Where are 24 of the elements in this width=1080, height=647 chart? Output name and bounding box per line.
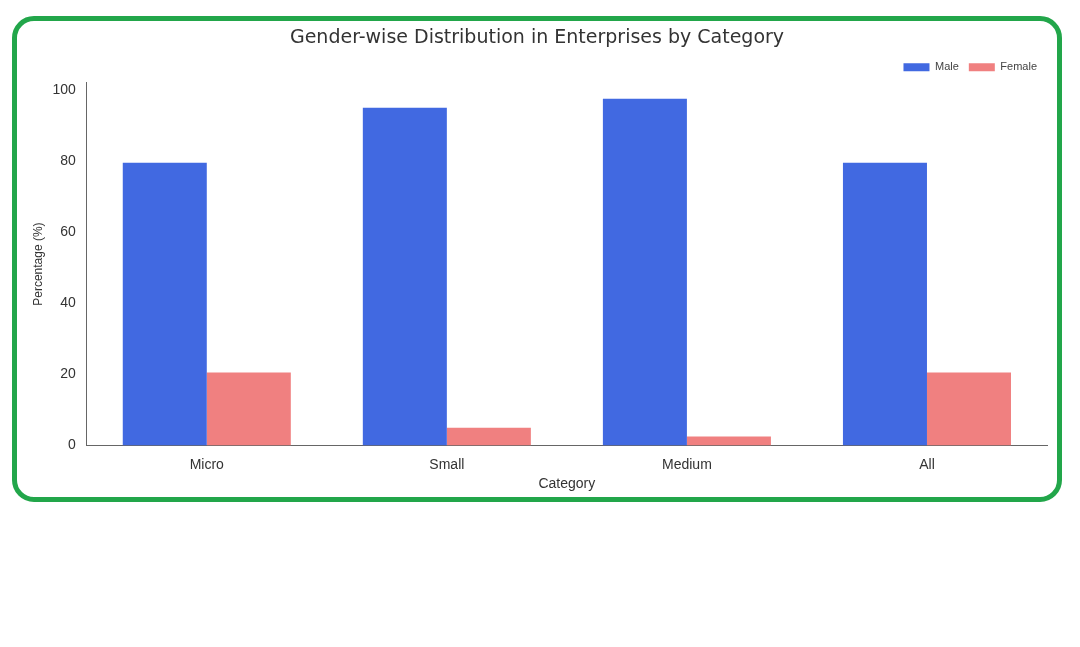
- bar: [926, 372, 1011, 446]
- frame: Category Percentage (%) Male Female Gender-wise Distribution in Enterprises by Category Micro Small Medium All 0 20 40 60 80 100: [12, 16, 1062, 502]
- y-tick-label: 100: [52, 80, 76, 97]
- bar: [686, 436, 771, 446]
- x-tick-label: Medium: [662, 455, 712, 472]
- bar: [122, 162, 207, 446]
- x-tick-label: Small: [429, 455, 465, 472]
- x-tick-label: All: [919, 455, 935, 472]
- bar: [206, 372, 291, 446]
- bar: [602, 98, 687, 446]
- y-tick-label: 0: [67, 436, 76, 453]
- y-tick-label: 80: [60, 151, 76, 168]
- chart-title: Gender-wise Distribution in Enterprises by Category: [289, 25, 785, 48]
- y-tick-label: 40: [60, 294, 76, 311]
- legend-label: Male: [934, 60, 959, 73]
- y-tick-label: 60: [60, 222, 76, 239]
- y-axis-title: Percentage (%): [30, 222, 45, 306]
- x-tick-label: Micro: [189, 455, 225, 472]
- legend-label: Female: [1000, 60, 1038, 73]
- bar: [842, 162, 927, 446]
- y-tick-label: 20: [60, 365, 76, 382]
- bar: [446, 427, 531, 446]
- x-axis-title: Category: [538, 475, 596, 492]
- bar: [362, 107, 447, 446]
